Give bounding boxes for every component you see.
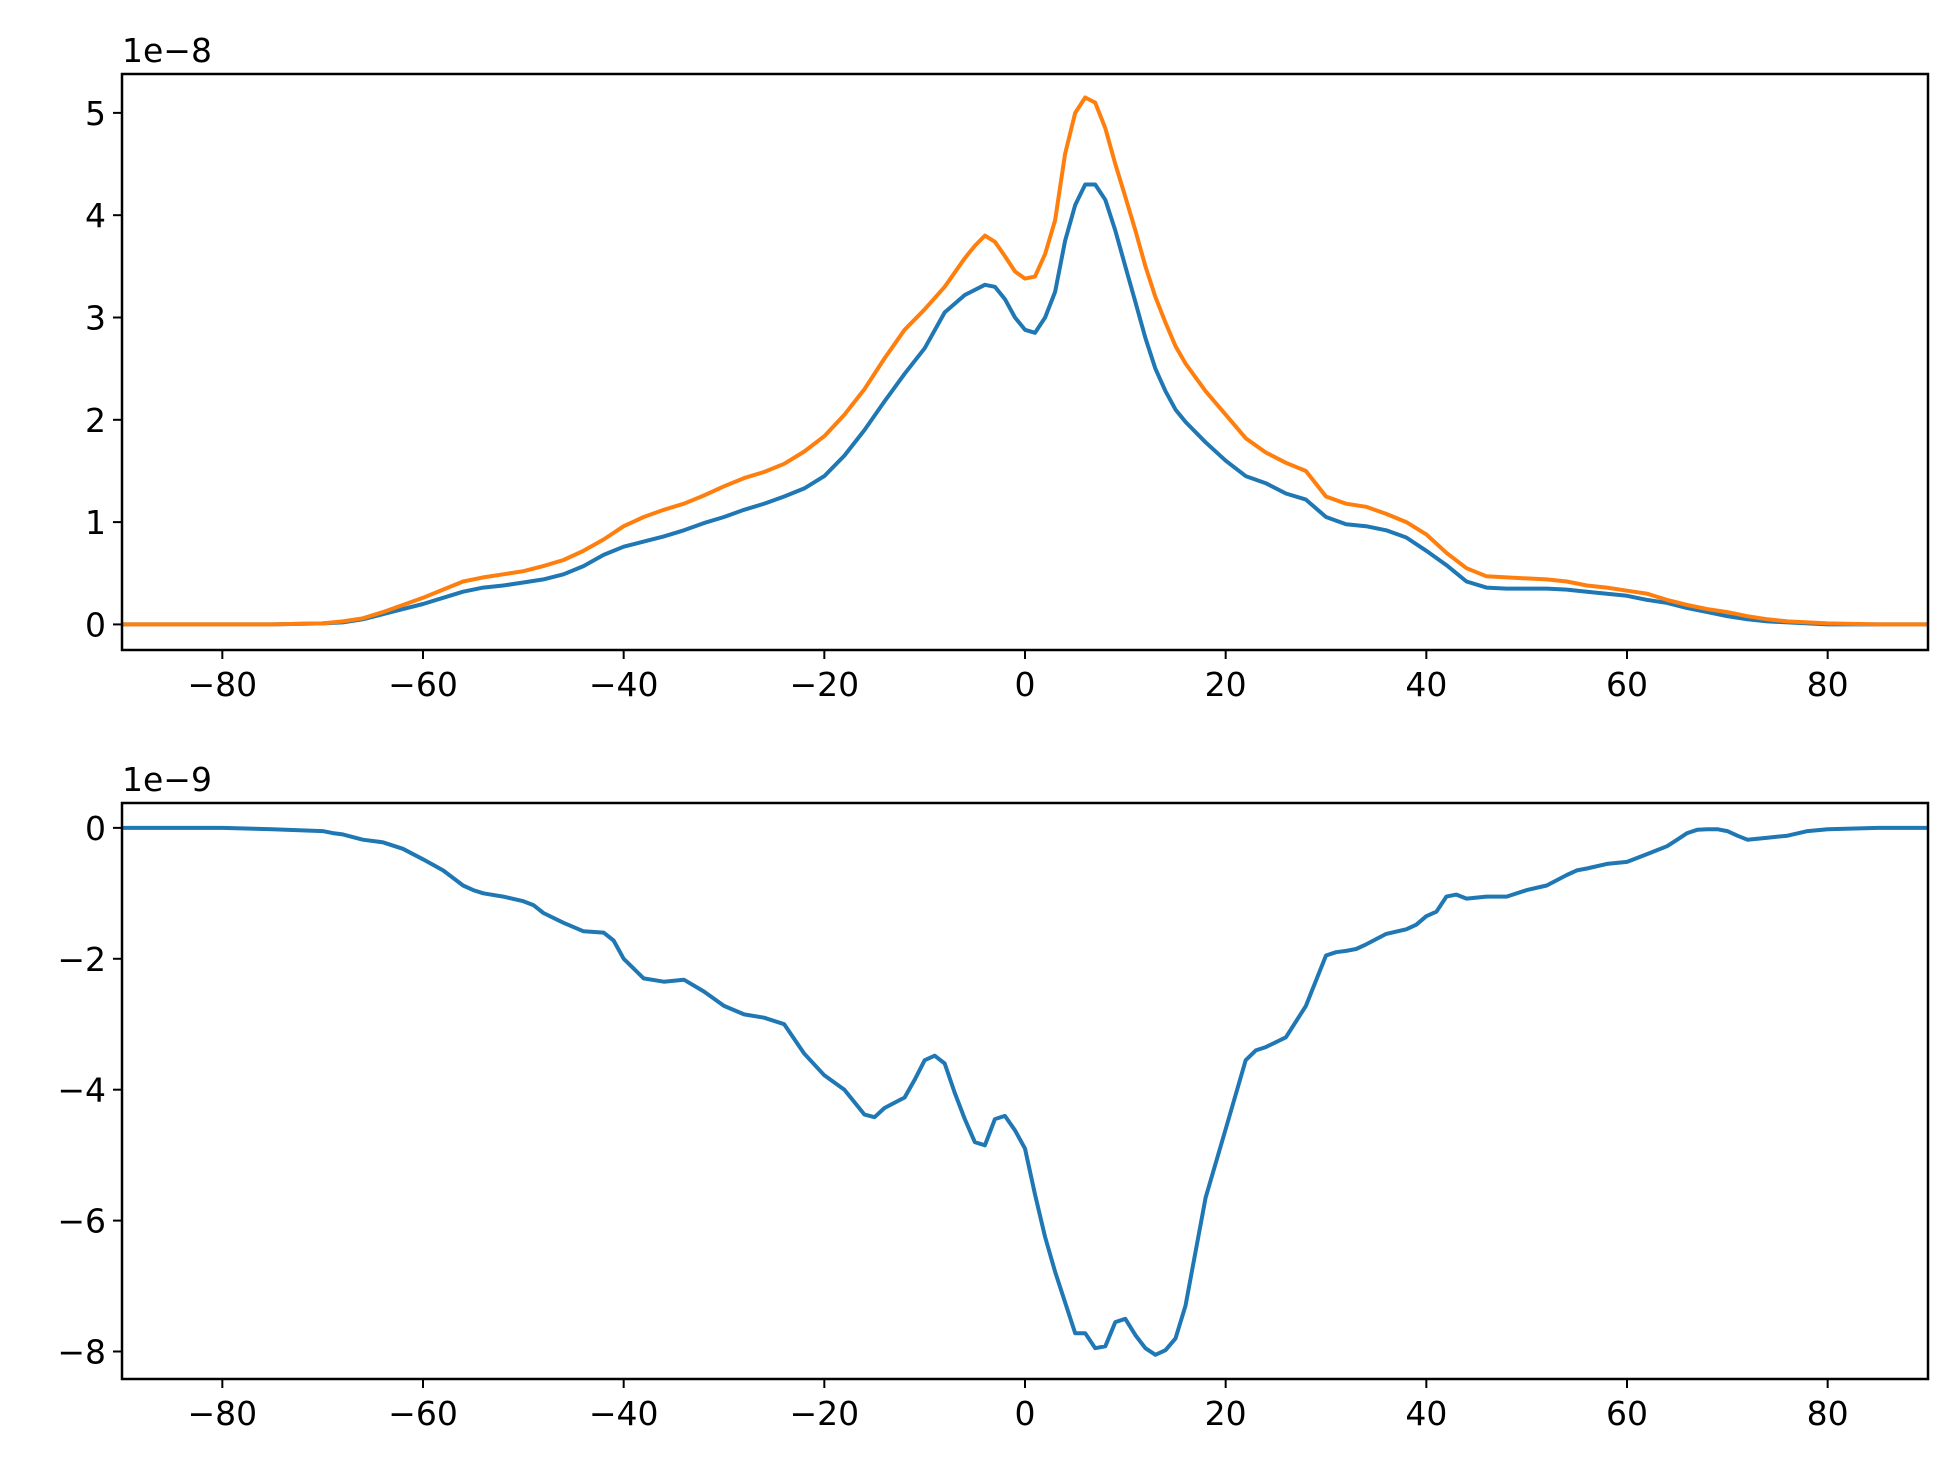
- bottom-panel-x-tick-label: 80: [1807, 1394, 1849, 1433]
- top-panel-x-axis: −80 −60 −40 −20 0 20 40 60 80: [188, 650, 1849, 704]
- top-panel-x-tick-label: −80: [188, 665, 258, 704]
- top-panel-x-tick-label: −20: [790, 665, 860, 704]
- bottom-panel-x-tick-label: −40: [589, 1394, 659, 1433]
- bottom-panel-series: [122, 825, 1928, 1357]
- top-panel-offset-label: 1e−8: [122, 31, 212, 70]
- top-panel-series-line-2: [122, 95, 1928, 627]
- bottom-panel-x-tick-label: 60: [1606, 1394, 1648, 1433]
- top-panel-x-tick-label: 80: [1807, 665, 1849, 704]
- top-panel-y-tick-label: 5: [85, 94, 106, 133]
- top-panel-x-tick-label: 60: [1606, 665, 1648, 704]
- top-panel-y-axis: 0 1 2 3 4 5: [85, 94, 122, 644]
- top-panel: −80 −60 −40 −20 0 20 40 60 80 0 1 2 3 4 5 1e−8: [85, 31, 1930, 704]
- bottom-panel-y-tick-label: −6: [57, 1202, 106, 1241]
- bottom-panel-x-tick-label: −60: [388, 1394, 458, 1433]
- top-panel-series: [122, 95, 1928, 627]
- top-panel-x-tick-label: 0: [1015, 665, 1036, 704]
- bottom-panel-y-tick-label: −2: [57, 940, 106, 979]
- top-panel-y-tick-label: 1: [85, 503, 106, 542]
- top-panel-series-line-1: [122, 182, 1928, 627]
- bottom-panel-x-tick-label: 0: [1015, 1394, 1036, 1433]
- top-panel-y-tick-label: 0: [85, 605, 106, 644]
- bottom-panel-offset-label: 1e−9: [122, 760, 212, 799]
- top-panel-x-tick-label: −60: [388, 665, 458, 704]
- bottom-panel-series-line-1: [122, 825, 1928, 1357]
- bottom-panel-y-tick-label: −4: [57, 1071, 106, 1110]
- top-panel-x-tick-label: 20: [1205, 665, 1247, 704]
- bottom-panel: −80 −60 −40 −20 0 20 40 60 80 0 −2 −4 −6 −8 1e−9: [57, 760, 1930, 1433]
- top-panel-y-tick-label: 3: [85, 298, 106, 337]
- top-panel-y-tick-label: 2: [85, 401, 106, 440]
- top-panel-x-tick-label: −40: [589, 665, 659, 704]
- bottom-panel-x-tick-label: 20: [1205, 1394, 1247, 1433]
- bottom-panel-x-tick-label: 40: [1405, 1394, 1447, 1433]
- bottom-panel-x-tick-label: −80: [188, 1394, 258, 1433]
- bottom-panel-y-axis: 0 −2 −4 −6 −8: [57, 809, 122, 1372]
- bottom-panel-x-tick-label: −20: [790, 1394, 860, 1433]
- bottom-panel-x-axis: −80 −60 −40 −20 0 20 40 60 80: [188, 1379, 1849, 1433]
- top-panel-x-tick-label: 40: [1405, 665, 1447, 704]
- top-panel-y-tick-label: 4: [85, 196, 106, 235]
- bottom-panel-y-tick-label: −8: [57, 1333, 106, 1372]
- bottom-panel-y-tick-label: 0: [85, 809, 106, 848]
